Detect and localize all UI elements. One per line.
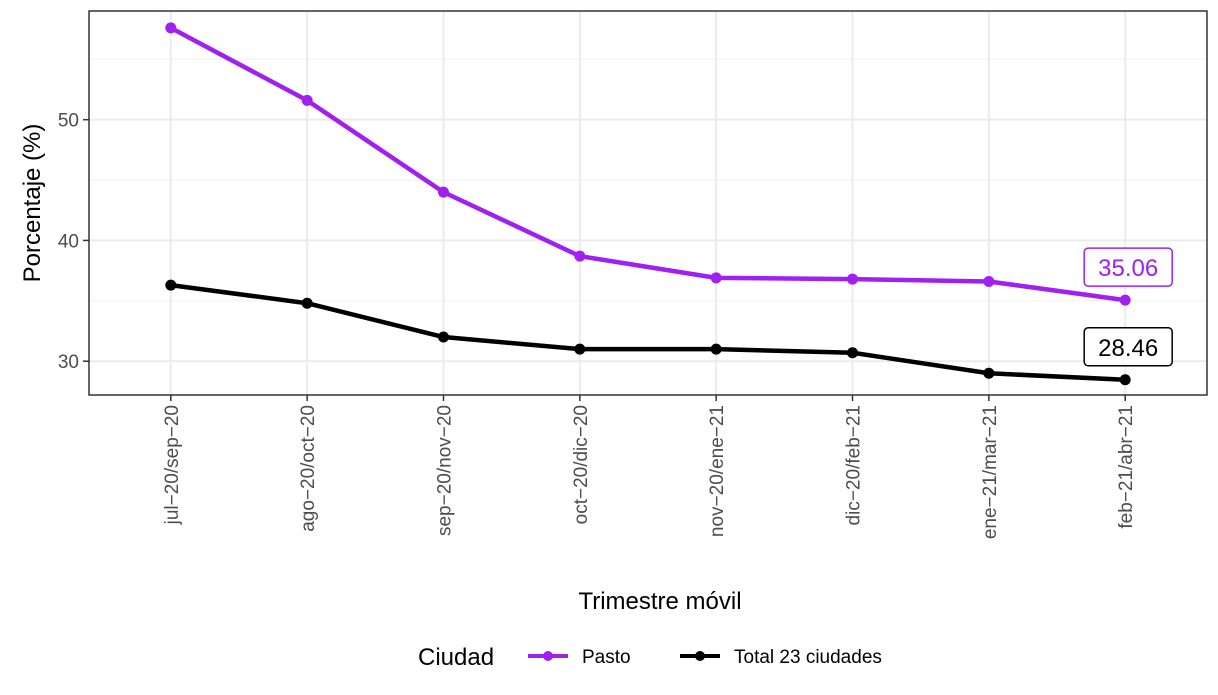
x-axis: jul−20/sep−20 ago−20/oct−20 sep−20/nov−20 o… — [162, 395, 1137, 539]
end-labels: 35.06 28.46 — [1083, 247, 1173, 367]
end-label-box — [1083, 327, 1173, 367]
series-line — [168, 25, 1128, 303]
y-tick-label: 50 — [58, 111, 79, 132]
series-layer — [165, 22, 1131, 386]
end-label: 35.06 — [1098, 255, 1158, 282]
legend: Ciudad Pasto Total 23 ciudades — [418, 644, 882, 671]
y-tick-label: 30 — [58, 352, 79, 373]
major-gridlines — [89, 11, 1207, 395]
x-tick-label: nov−20/ene−21 — [707, 405, 728, 537]
legend-label: Pasto — [582, 647, 631, 668]
x-axis-title: Trimestre móvil — [578, 588, 741, 615]
data-point — [1119, 374, 1131, 386]
data-point — [301, 94, 313, 106]
x-tick-label: ene−21/mar−21 — [980, 405, 1001, 539]
data-point — [1119, 294, 1131, 306]
x-tick-label: oct−20/dic−20 — [571, 405, 592, 524]
data-point — [574, 343, 586, 355]
legend-title: Ciudad — [418, 644, 494, 671]
data-point — [165, 279, 177, 291]
data-point — [301, 297, 313, 309]
end-label: 28.46 — [1098, 335, 1158, 362]
y-axis: 30 40 50 — [58, 111, 89, 373]
data-point — [710, 272, 722, 284]
legend-key-point — [543, 651, 553, 661]
data-point — [847, 347, 859, 359]
data-point — [574, 250, 586, 262]
plot-panel — [89, 11, 1207, 395]
legend-item-total-23-ciudades: Total 23 ciudades — [680, 647, 882, 668]
x-tick-label: jul−20/sep−20 — [162, 405, 183, 525]
x-tick-label: dic−20/feb−21 — [844, 405, 865, 525]
legend-label: Total 23 ciudades — [734, 647, 882, 668]
x-tick-label: ago−20/oct−20 — [298, 405, 319, 532]
data-point — [847, 273, 859, 285]
x-tick-label: feb−21/abr−21 — [1116, 405, 1137, 529]
end-label-box — [1083, 247, 1173, 287]
x-tick-label: sep−20/nov−20 — [434, 405, 455, 536]
legend-item-pasto: Pasto — [528, 647, 631, 668]
data-point — [437, 331, 449, 343]
data-point — [710, 343, 722, 355]
data-point — [983, 275, 995, 287]
y-axis-title: Porcentaje (%) — [19, 124, 46, 283]
data-point — [983, 367, 995, 379]
data-point — [437, 186, 449, 198]
series-line — [168, 282, 1128, 383]
data-point — [165, 22, 177, 34]
plot-border — [88, 10, 1208, 396]
legend-key-point — [695, 651, 705, 661]
y-tick-label: 40 — [58, 231, 79, 252]
